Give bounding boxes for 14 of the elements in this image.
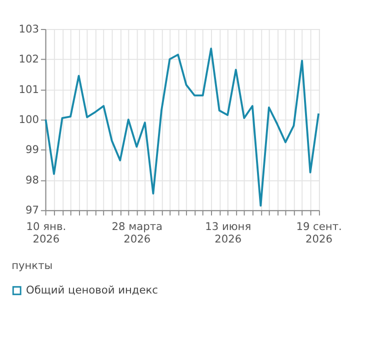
y-tick-label: 100 <box>18 114 40 126</box>
x-tick-label: 10 янв. 2026 <box>26 220 66 246</box>
y-tick-label: 97 <box>26 204 40 217</box>
text: пункты <box>12 260 53 272</box>
x-tick-label: 19 сент. 2026 <box>296 220 342 246</box>
y-tick-label: 98 <box>26 174 40 186</box>
legend-label: Общий ценовой индекс <box>26 284 158 297</box>
x-tick-label: 13 июня 2026 <box>205 220 252 246</box>
x-tick-label: 28 марта 2026 <box>112 220 162 246</box>
y-tick-label: 101 <box>18 84 40 96</box>
y-tick-label: 103 <box>18 23 40 36</box>
y-tick-label: 99 <box>26 144 40 156</box>
y-tick-label: 102 <box>18 54 40 66</box>
line-series <box>44 48 320 207</box>
